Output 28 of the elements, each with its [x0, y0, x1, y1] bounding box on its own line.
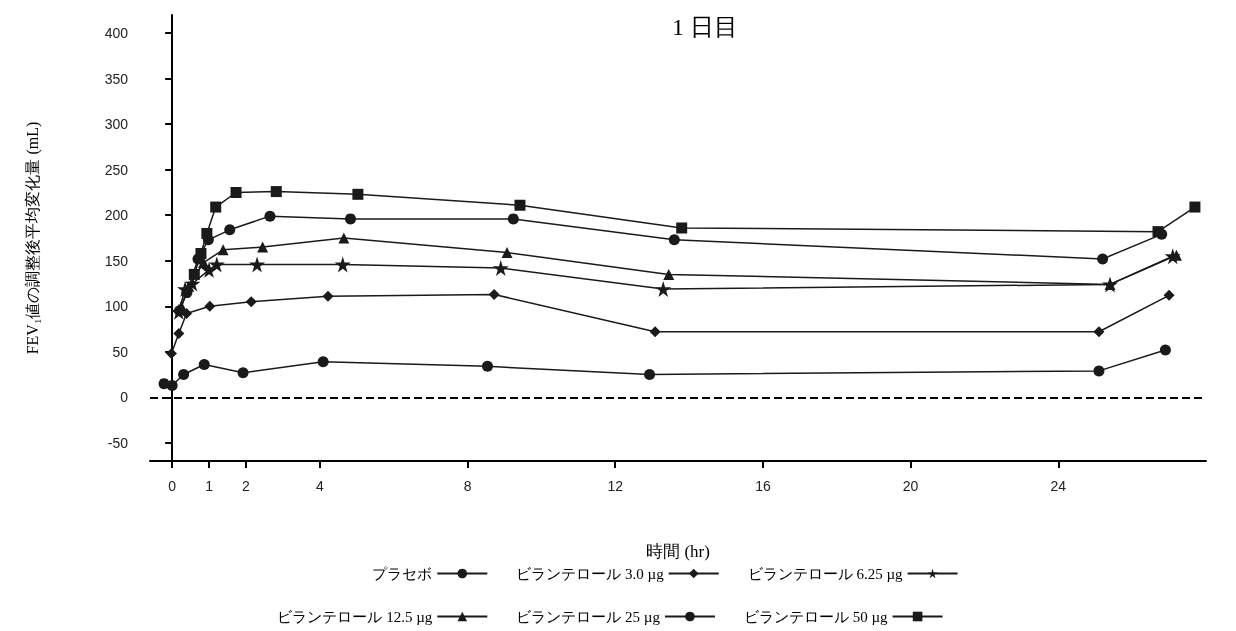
y-tick-label: 50 [112, 343, 129, 360]
x-tick-label: 16 [755, 478, 771, 494]
legend-label: ビランテロール 50 µg [743, 608, 889, 625]
y-tick-label: -50 [107, 434, 129, 451]
legend-label: ビランテロール 6.25 µg [747, 565, 904, 582]
x-tick-label: 1 [205, 478, 214, 494]
y-tick-label: 250 [104, 161, 129, 178]
y-tick-label: 0 [120, 389, 129, 406]
x-tick-label: 12 [607, 478, 624, 494]
chart-title: 1 日目 [672, 14, 738, 40]
y-tick-label: 100 [104, 298, 129, 315]
x-tick-label: 8 [463, 478, 472, 494]
y-tick-label: 400 [104, 25, 129, 42]
x-axis-title: 時間 (hr) [646, 542, 710, 561]
y-tick-label: 300 [104, 116, 129, 133]
y-tick-label: 150 [104, 252, 129, 269]
y-tick-label: 350 [104, 70, 129, 87]
legend-label: ビランテロール 25 µg [516, 608, 661, 625]
legend-label: ビランテロール 3.0 µg [516, 565, 665, 582]
x-tick-label: 4 [315, 478, 324, 494]
legend-label: ビランテロール 12.5 µg [277, 608, 433, 625]
x-tick-label: 2 [242, 478, 251, 494]
y-axis-title: FEV₁値の調整後平均変化量 (mL) [23, 121, 42, 355]
x-tick-label: 0 [168, 478, 177, 494]
x-tick-label: 24 [1050, 478, 1067, 494]
legend-label: プラセボ [372, 565, 433, 582]
y-tick-label: 200 [104, 207, 129, 224]
x-tick-label: 20 [902, 478, 919, 494]
